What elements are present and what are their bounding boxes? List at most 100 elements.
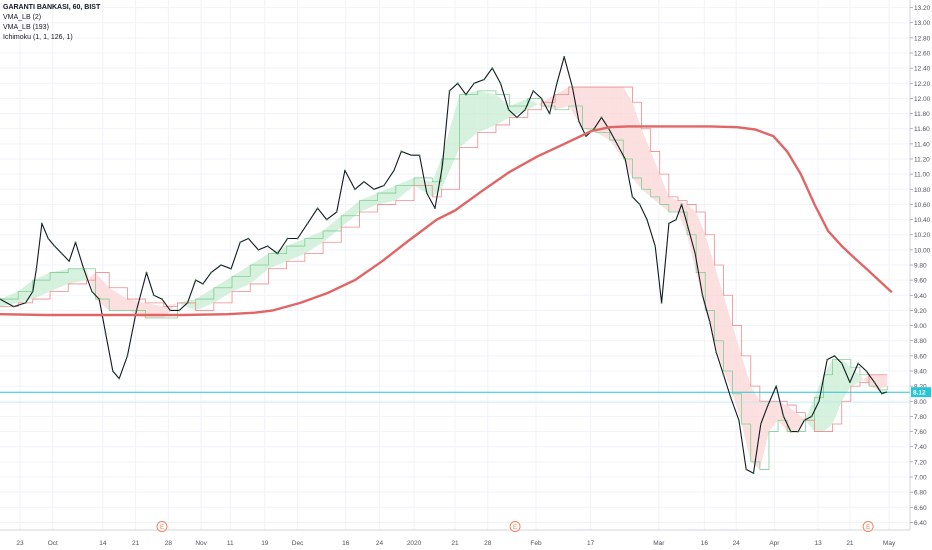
last-price-badge bbox=[911, 387, 931, 398]
x-tick-label: Feb bbox=[530, 540, 542, 547]
y-tick-label: 11.20 bbox=[914, 157, 930, 164]
y-tick-label: 8.00 bbox=[914, 399, 927, 406]
price-point bbox=[833, 354, 836, 357]
y-tick-label: 13.20 bbox=[914, 5, 931, 12]
cloud-segment bbox=[823, 359, 833, 432]
price-point bbox=[818, 400, 820, 403]
price-point bbox=[12, 305, 15, 308]
y-tick-label: 7.40 bbox=[914, 444, 927, 451]
price-point bbox=[540, 97, 543, 100]
y-tick-label: 11.60 bbox=[914, 126, 930, 133]
x-tick-label: 24 bbox=[733, 540, 741, 547]
price-point bbox=[239, 241, 242, 244]
price-point bbox=[448, 89, 451, 92]
price-point bbox=[145, 271, 148, 274]
cloud-segment bbox=[250, 253, 269, 284]
price-point bbox=[638, 203, 641, 206]
price-point bbox=[654, 245, 657, 247]
cloud-segment bbox=[705, 234, 715, 341]
price-point bbox=[210, 271, 213, 274]
price-point bbox=[803, 419, 806, 422]
price-point bbox=[507, 108, 510, 111]
price-point bbox=[35, 267, 38, 270]
price-point bbox=[715, 351, 718, 353]
price-point bbox=[548, 112, 551, 115]
price-point bbox=[616, 142, 618, 145]
y-tick-label: 10.00 bbox=[914, 247, 931, 254]
price-point bbox=[373, 188, 375, 191]
y-tick-label: 9.20 bbox=[914, 308, 927, 315]
price-point bbox=[82, 267, 85, 270]
cloud-segment bbox=[859, 374, 870, 387]
cloud-segment bbox=[395, 177, 415, 201]
y-tick-label: 7.00 bbox=[914, 475, 927, 482]
cloud-segment bbox=[796, 412, 806, 432]
cloud-segment bbox=[650, 151, 660, 205]
cloud-segment bbox=[377, 185, 396, 205]
price-point bbox=[276, 252, 279, 255]
price-point bbox=[186, 301, 189, 304]
y-tick-label: 10.60 bbox=[914, 202, 931, 209]
cloud-segment bbox=[95, 272, 110, 311]
cloud-segment bbox=[232, 265, 251, 292]
price-point bbox=[701, 294, 704, 297]
cloud-segment bbox=[732, 325, 742, 424]
cloud-segment bbox=[582, 87, 597, 133]
y-tick-label: 12.80 bbox=[914, 35, 931, 42]
price-point bbox=[47, 237, 50, 240]
price-point bbox=[152, 294, 155, 297]
vma-193-line bbox=[0, 125, 893, 317]
y-tick-label: 7.80 bbox=[914, 414, 927, 421]
cloud-segment bbox=[768, 401, 779, 432]
x-tick-label: 21 bbox=[451, 540, 459, 547]
x-tick-label: 28 bbox=[165, 540, 173, 547]
x-tick-label: 24 bbox=[376, 540, 384, 547]
cloud-segment bbox=[841, 359, 851, 402]
x-tick-label: 17 bbox=[587, 540, 595, 547]
cloud-segment bbox=[304, 230, 324, 254]
x-tick-label: Dec bbox=[292, 540, 304, 547]
cloud-segment bbox=[805, 397, 815, 432]
price-point bbox=[880, 392, 883, 395]
price-point bbox=[767, 404, 769, 406]
price-point bbox=[694, 252, 697, 255]
x-tick-label: Oct bbox=[48, 540, 58, 547]
price-point bbox=[230, 267, 233, 270]
y-tick-label: 8.60 bbox=[914, 353, 927, 360]
price-point bbox=[465, 93, 467, 96]
price-point bbox=[708, 320, 711, 323]
earnings-marker bbox=[509, 521, 521, 532]
earnings-marker-label: E bbox=[866, 525, 870, 531]
price-point bbox=[667, 222, 670, 225]
price-point bbox=[296, 237, 299, 240]
price-point bbox=[789, 430, 792, 433]
cloud-segment bbox=[878, 374, 888, 390]
price-point bbox=[865, 370, 868, 372]
price-point bbox=[363, 180, 365, 183]
price-point bbox=[0, 298, 1, 300]
price-point bbox=[434, 207, 436, 210]
price-point bbox=[873, 381, 876, 384]
cloud-segment bbox=[477, 90, 496, 133]
earnings-marker-label: E bbox=[513, 525, 517, 531]
price-point bbox=[178, 309, 181, 312]
cloud-segment bbox=[68, 268, 87, 284]
cloud-segment bbox=[641, 128, 651, 197]
price-point bbox=[286, 237, 289, 240]
price-point bbox=[775, 385, 778, 388]
x-tick-label: 11 bbox=[227, 540, 234, 547]
cloud-segment bbox=[459, 90, 478, 148]
price-point bbox=[680, 203, 683, 206]
price-point bbox=[571, 86, 574, 88]
price-point bbox=[885, 391, 888, 394]
price-point bbox=[111, 370, 114, 372]
cloud-segment bbox=[759, 401, 769, 470]
y-tick-label: 11.00 bbox=[914, 172, 930, 179]
x-tick-label: 19 bbox=[261, 540, 269, 547]
y-tick-label: 12.20 bbox=[914, 81, 931, 88]
cloud-segment bbox=[623, 87, 633, 178]
last-price-label: 8.12 bbox=[913, 390, 926, 397]
cloud-span-b-line bbox=[0, 86, 888, 432]
